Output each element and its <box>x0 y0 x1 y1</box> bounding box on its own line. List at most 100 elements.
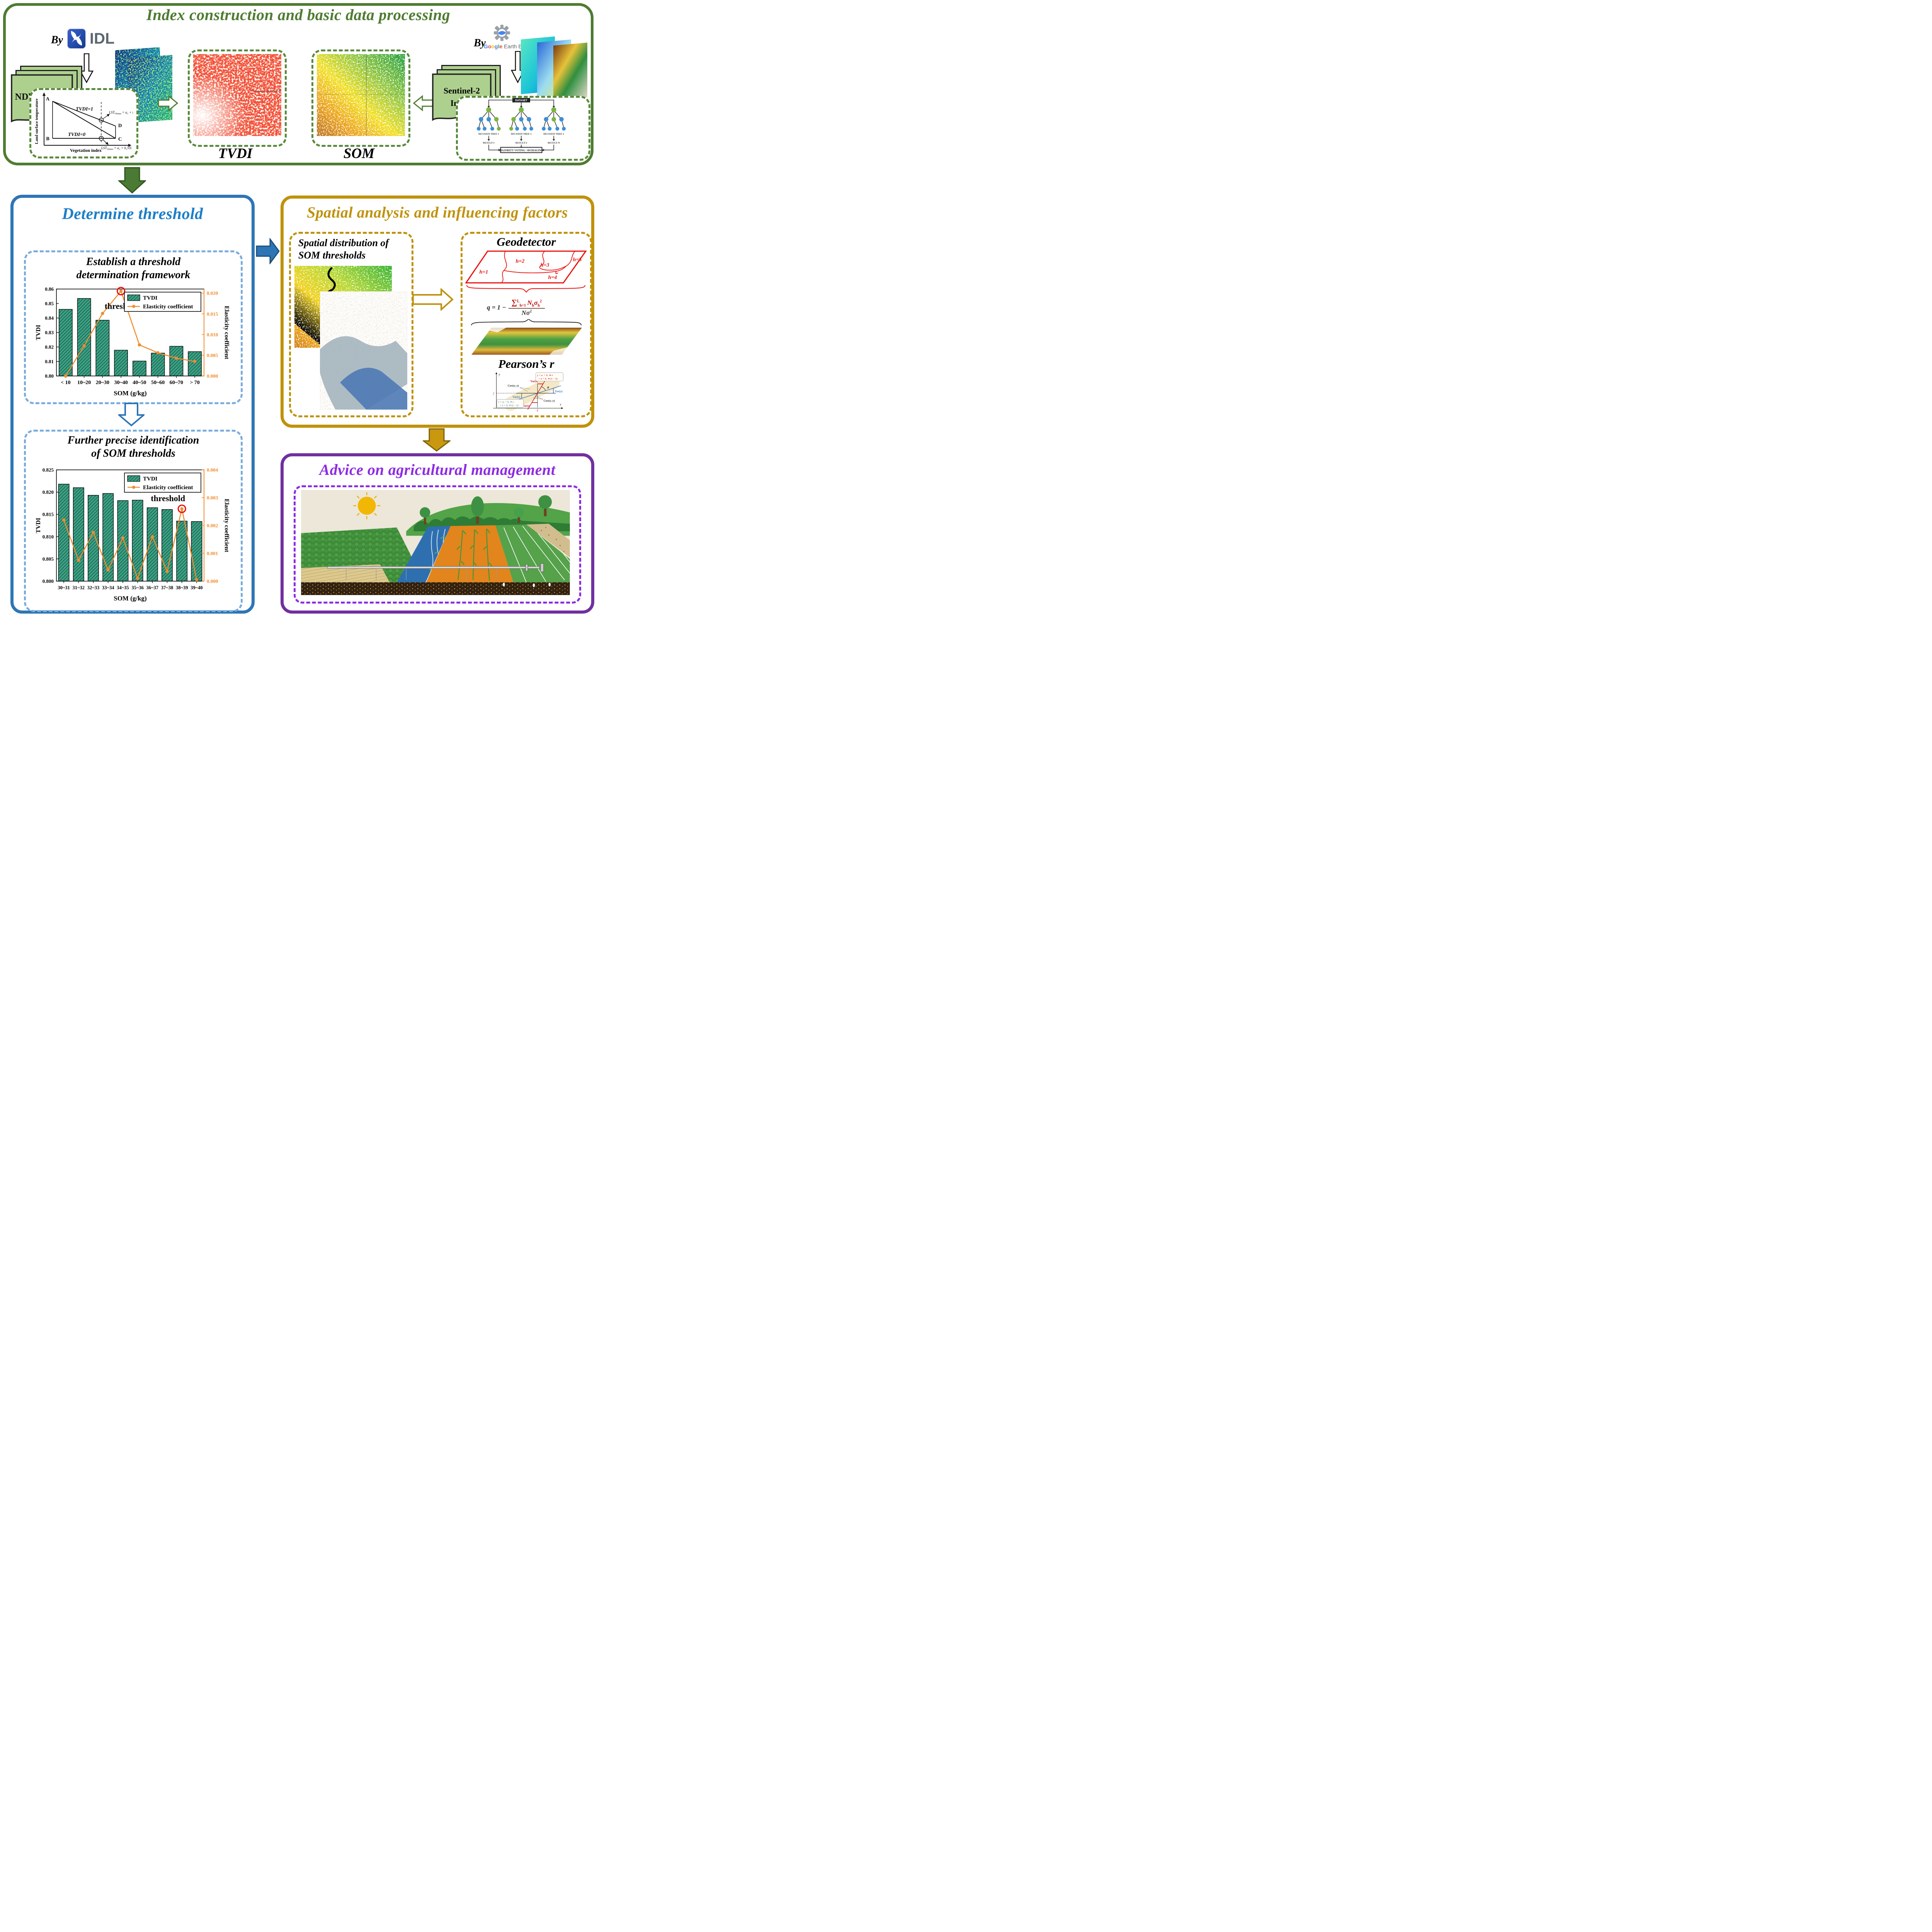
svg-text:30~31: 30~31 <box>58 585 70 590</box>
dataset-label: DATASET <box>515 99 527 102</box>
svg-text:10~20: 10~20 <box>77 380 91 386</box>
arrow-to-tvdi-icon <box>158 95 179 111</box>
g-letter3: o <box>491 43 495 49</box>
trees <box>420 495 552 525</box>
advice-illustration-box <box>294 485 581 604</box>
tvdi-map-label: TVDI <box>218 146 253 162</box>
svg-text:SOM (g/kg): SOM (g/kg) <box>114 389 146 397</box>
svg-text:0.82: 0.82 <box>45 344 54 350</box>
svg-text:0.000: 0.000 <box>207 578 218 584</box>
varx-bot-label: Var(x) <box>522 405 530 408</box>
svg-text:0.84: 0.84 <box>45 315 54 321</box>
num-sigma-sub: h <box>537 303 540 308</box>
sentinel-label-line1: Sentinel-2 <box>444 86 480 95</box>
spatial-distribution-box <box>289 232 413 417</box>
spatial-title: Spatial analysis and influencing factors <box>307 204 568 221</box>
som-threshold-map-front <box>320 291 407 410</box>
blue-eq-line2: = x̄ + bᵧ ∗ (y − ȳ) <box>500 404 519 407</box>
cov-bot-label: Cov(x; y) <box>544 399 555 402</box>
by-idl-label: By <box>51 34 63 46</box>
pearson-y-label: y <box>498 373 500 376</box>
tree1-label: DECISION TREE-1 <box>478 133 499 135</box>
svg-text:0.86: 0.86 <box>45 286 54 292</box>
svg-text:34~35: 34~35 <box>117 585 129 590</box>
determine-threshold-section <box>10 195 255 614</box>
h1-label: h=1 <box>480 269 488 275</box>
g-letter1: G <box>484 43 488 49</box>
result1-label: RESULT-1 <box>483 141 495 144</box>
svg-text:Elasticity coefficient: Elasticity coefficient <box>223 306 230 359</box>
lst-min-base: LST <box>101 146 107 150</box>
svg-text:LSTVIimax = a₁ + b₁VIi: LSTVIimax = a₁ + b₁VIi <box>109 111 133 115</box>
down-arrow-idl-icon <box>80 53 94 83</box>
h4-label: h=4 <box>548 275 557 281</box>
precise-identification-chart: 0.800 0.805 0.810 0.815 0.820 0.825 0.000 0.001… <box>35 467 230 602</box>
tvdi-map <box>193 54 281 136</box>
tvdi1-label: TVDI=1 <box>76 106 93 112</box>
svg-text:38~39: 38~39 <box>176 585 188 590</box>
svg-text:39~40: 39~40 <box>190 585 203 590</box>
svg-text:0.002: 0.002 <box>207 523 218 529</box>
h2-label: h=2 <box>516 259 525 264</box>
framework-title-line2: determination framework <box>76 269 190 281</box>
svg-text:35~36: 35~36 <box>131 585 144 590</box>
pearson-title: Pearson’s r <box>498 357 554 371</box>
geodetector-title: Geodetector <box>497 235 556 248</box>
result3-label: RESULT-N <box>548 141 560 144</box>
black-brace <box>471 319 582 326</box>
precise-title-line1: Further precise identification <box>67 434 199 446</box>
by-gee-label: By <box>474 37 486 49</box>
determine-title: Determine threshold <box>62 205 203 223</box>
lst-min-rest: = a₂ + b₂VIi <box>113 146 132 150</box>
h3-label: h=3 <box>541 262 549 268</box>
svg-text:0.015: 0.015 <box>207 311 218 317</box>
section-arrow-gold-icon <box>423 428 451 452</box>
svg-text:0.001: 0.001 <box>207 551 218 556</box>
svg-text:0.810: 0.810 <box>43 534 54 539</box>
num-n-sub: h <box>532 303 534 308</box>
som-map-label: SOM <box>343 146 375 162</box>
gee-raster-3 <box>553 43 587 100</box>
svg-text:60~70: 60~70 <box>170 380 183 386</box>
svg-text:TVDI: TVDI <box>143 295 158 301</box>
advice-title: Advice on agricultural management <box>319 461 556 478</box>
voting-label: MAJORITY VOTING / AVERAGING <box>499 149 543 152</box>
svg-text:TVDI: TVDI <box>35 325 42 340</box>
corner-c: C <box>118 136 122 142</box>
arrow-to-som-icon <box>413 95 434 111</box>
geodetector-formula: q = 1 − ∑Lh=1 Nhσh2 Nσ2 <box>487 298 545 317</box>
svg-text:0.85: 0.85 <box>45 301 54 306</box>
svg-text:0.800: 0.800 <box>43 578 54 584</box>
dist-title-line1: Spatial distribution of <box>298 237 389 248</box>
svg-text:0.005: 0.005 <box>207 352 218 358</box>
den-nsigma: Nσ <box>521 309 530 317</box>
svg-text:0.805: 0.805 <box>43 556 54 562</box>
som-map <box>317 54 405 136</box>
section-arrow-blue-down-icon <box>118 403 145 427</box>
irrigation-pipes <box>327 563 544 580</box>
index-construction-section <box>3 3 594 165</box>
sun-icon <box>353 492 381 519</box>
pearson-x-label: x <box>560 403 561 406</box>
svg-text:Elasticity coefficient: Elasticity coefficient <box>143 304 193 310</box>
svg-text:50~60: 50~60 <box>151 380 165 386</box>
red-eq-line2: = ȳ + bₓ ∗ (x − x̄) <box>538 378 557 380</box>
svg-text:0.80: 0.80 <box>45 373 54 379</box>
framework-title-line1: Establish a threshold <box>86 256 181 268</box>
q-lhs: q = 1 − <box>487 304 506 311</box>
lst-max-rest: = a₁ + b₁VIi <box>121 111 133 114</box>
svg-text:0.020: 0.020 <box>207 290 218 296</box>
g-letter2: o <box>488 43 492 49</box>
sum-symbol: ∑ <box>511 298 517 307</box>
svg-text:0.83: 0.83 <box>45 330 54 335</box>
svg-text:SOM (g/kg): SOM (g/kg) <box>114 595 146 602</box>
dist-title-line2: SOM thresholds <box>298 250 366 261</box>
svg-text:30~40: 30~40 <box>114 380 128 386</box>
geodetector-diagram: h=1 h=2 h=3 h=4 h=5 <box>465 250 587 293</box>
tvdi-triangle-box <box>29 88 138 158</box>
red-eq-line1: y = aₓ + bₓ ∗ x <box>537 374 553 377</box>
svg-text:33~34: 33~34 <box>102 585 114 590</box>
g-letter5: l <box>498 43 500 49</box>
top-section-title: Index construction and basic data proces… <box>146 6 451 24</box>
vary-left-label: Var(y) <box>512 396 520 399</box>
